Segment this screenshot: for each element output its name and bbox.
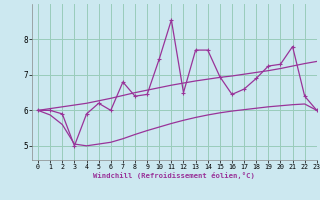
X-axis label: Windchill (Refroidissement éolien,°C): Windchill (Refroidissement éolien,°C): [93, 172, 255, 179]
